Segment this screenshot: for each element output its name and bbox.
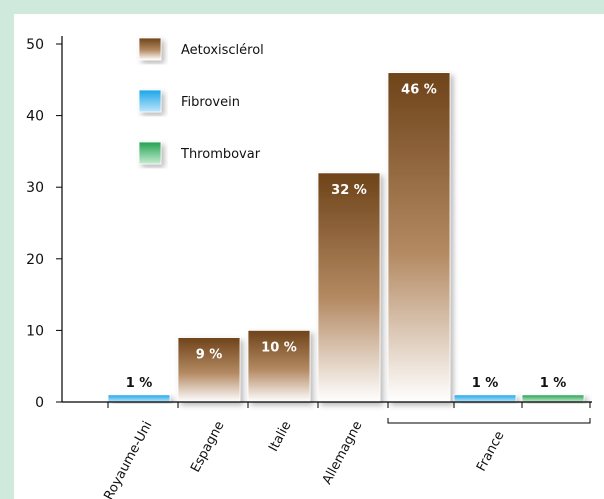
x-category-label: Allemagne bbox=[320, 419, 366, 487]
bar-value-label: 10 % bbox=[261, 340, 297, 355]
bar-value-label: 1 % bbox=[126, 376, 153, 391]
legend-label: Fibrovein bbox=[181, 95, 240, 110]
y-tick-label: 50 bbox=[26, 37, 44, 53]
legend-label: Aetoxisclérol bbox=[181, 43, 264, 58]
bar-value-label: 1 % bbox=[540, 376, 567, 391]
bar-chart: 0 10 20 30 40 50 1 % 9 % 10 % 32 % 46 % 1 % 1 % Roy… bbox=[26, 36, 592, 499]
bar-royaume-uni-fibrovein bbox=[107, 394, 171, 403]
legend-swatch bbox=[138, 89, 162, 113]
bar-france-thrombovar bbox=[521, 394, 585, 403]
bar-italie-aetoxisclérol bbox=[247, 329, 311, 403]
x-category-label: Espagne bbox=[188, 419, 227, 475]
y-tick-label: 40 bbox=[26, 109, 44, 125]
bar-value-label: 9 % bbox=[196, 348, 223, 363]
legend-label: Thrombovar bbox=[180, 147, 261, 162]
bars-group bbox=[107, 72, 585, 403]
legend-item-fibrovein: Fibrovein bbox=[138, 89, 240, 113]
y-tick-label: 10 bbox=[26, 323, 44, 339]
bar-value-label: 32 % bbox=[331, 183, 367, 198]
legend-swatch bbox=[138, 37, 162, 61]
y-axis: 0 10 20 30 40 50 bbox=[26, 36, 63, 411]
x-axis: Royaume-Uni Espagne Italie Allemagne France bbox=[62, 401, 592, 499]
legend: Aetoxisclérol Fibrovein Thrombovar bbox=[138, 37, 264, 165]
bar-value-label: 46 % bbox=[401, 83, 437, 98]
bar-value-label: 1 % bbox=[472, 376, 499, 391]
x-category-label: Royaume-Uni bbox=[101, 419, 155, 499]
y-tick-label: 30 bbox=[26, 180, 44, 196]
value-labels-group: 1 % 9 % 10 % 32 % 46 % 1 % 1 % bbox=[126, 83, 567, 391]
y-tick-label: 0 bbox=[35, 395, 44, 411]
bar-france-aetoxisclérol bbox=[387, 72, 451, 403]
legend-swatch bbox=[138, 141, 162, 165]
chart-panel: 0 10 20 30 40 50 1 % 9 % 10 % 32 % 46 % 1 % 1 % Roy… bbox=[14, 14, 604, 499]
france-bracket bbox=[387, 418, 591, 424]
bar-allemagne-aetoxisclérol bbox=[317, 172, 381, 403]
legend-item-thrombovar: Thrombovar bbox=[138, 141, 261, 165]
bar-france-fibrovein bbox=[453, 394, 517, 403]
x-category-label: France bbox=[474, 429, 508, 474]
legend-item-aetoxisclérol: Aetoxisclérol bbox=[138, 37, 264, 61]
y-tick-label: 20 bbox=[26, 252, 44, 268]
x-category-label: Italie bbox=[266, 419, 294, 454]
